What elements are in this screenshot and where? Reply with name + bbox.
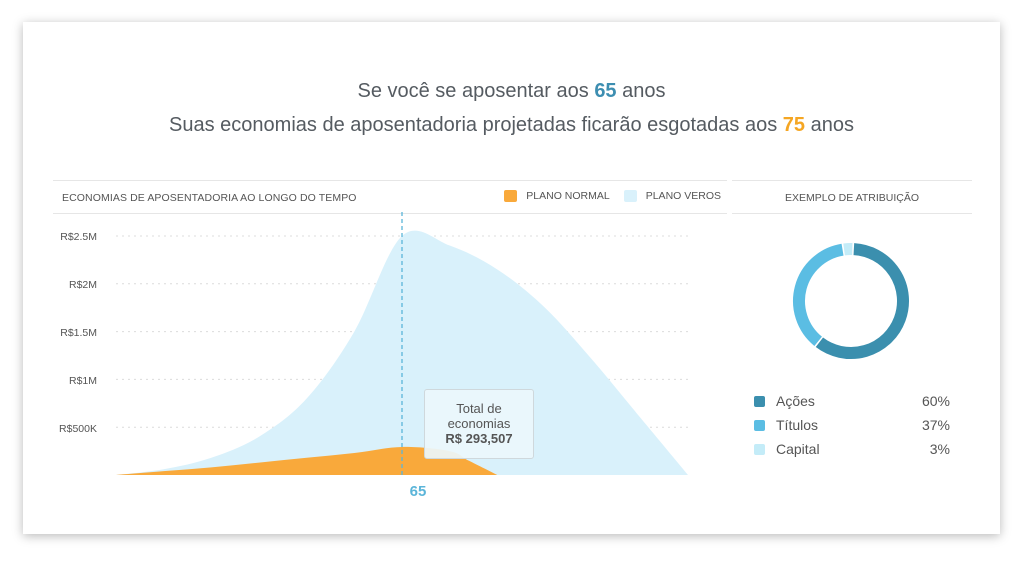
- retire-age-value: 65: [594, 80, 617, 102]
- allocation-name: Capital: [776, 441, 820, 457]
- y-tick-label: R$1.5M: [60, 327, 97, 339]
- legend-swatch-normal: [504, 190, 518, 202]
- allocation-donut: [793, 243, 909, 359]
- allocation-row-acoes: Ações 60%: [754, 393, 950, 413]
- donut-slice-acoes: [815, 243, 909, 359]
- legend-swatch-veros: [623, 190, 637, 202]
- y-tick-label: R$2M: [68, 279, 97, 291]
- headline-text: Se você se aposentar aos: [357, 80, 595, 102]
- allocation-swatch: [754, 444, 765, 455]
- allocation-pct: 60%: [921, 393, 950, 409]
- allocation-header: EXEMPLO DE ATRIBUIÇÃO: [732, 180, 972, 214]
- y-tick-label: R$1M: [68, 375, 97, 387]
- allocation-swatch: [754, 396, 765, 407]
- allocation-row-capital: Capital 3%: [754, 441, 950, 461]
- y-tick-label: R$2.5M: [60, 231, 97, 243]
- allocation-title: EXEMPLO DE ATRIBUIÇÃO: [784, 192, 919, 204]
- chart-legend: PLANO NORMAL PLANO VEROS: [490, 190, 721, 202]
- x-marker-label[interactable]: 65: [409, 483, 427, 500]
- legend-label-veros: PLANO VEROS: [645, 190, 721, 202]
- allocation-name: Títulos: [776, 417, 819, 433]
- legend-item-veros[interactable]: PLANO VEROS: [623, 190, 721, 202]
- headline-retire-age: Se você se aposentar aos 65 anos: [23, 80, 1000, 103]
- y-tick-label: R$500K: [59, 423, 97, 435]
- legend-item-normal[interactable]: PLANO NORMAL: [504, 190, 610, 202]
- allocation-pct: 37%: [921, 417, 950, 433]
- retirement-card: Se você se aposentar aos 65 anos Suas ec…: [23, 22, 1000, 534]
- tooltip-label-line2: economias: [447, 416, 511, 431]
- allocation-pct: 3%: [929, 441, 950, 457]
- legend-label-normal: PLANO NORMAL: [526, 190, 610, 202]
- chart-header: ECONOMIAS DE APOSENTADORIA AO LONGO DO T…: [53, 180, 727, 214]
- savings-area-chart: [116, 212, 688, 475]
- depletion-age-value: 75: [782, 114, 806, 136]
- allocation-swatch: [754, 420, 765, 431]
- tooltip-label-line1: Total de: [456, 401, 502, 416]
- headline-depletion-age: Suas economias de aposentadoria projetad…: [23, 114, 1000, 137]
- headline-text: Suas economias de aposentadoria projetad…: [169, 114, 783, 136]
- headline-text: anos: [805, 114, 854, 136]
- allocation-name: Ações: [776, 393, 815, 409]
- donut-slice-titulos: [793, 243, 844, 346]
- chart-title: ECONOMIAS DE APOSENTADORIA AO LONGO DO T…: [62, 192, 357, 204]
- allocation-row-titulos: Títulos 37%: [754, 417, 950, 437]
- tooltip-value: R$ 293,507: [445, 431, 513, 446]
- headline-text: anos: [616, 80, 666, 102]
- savings-tooltip: Total de economias R$ 293,507: [424, 389, 534, 459]
